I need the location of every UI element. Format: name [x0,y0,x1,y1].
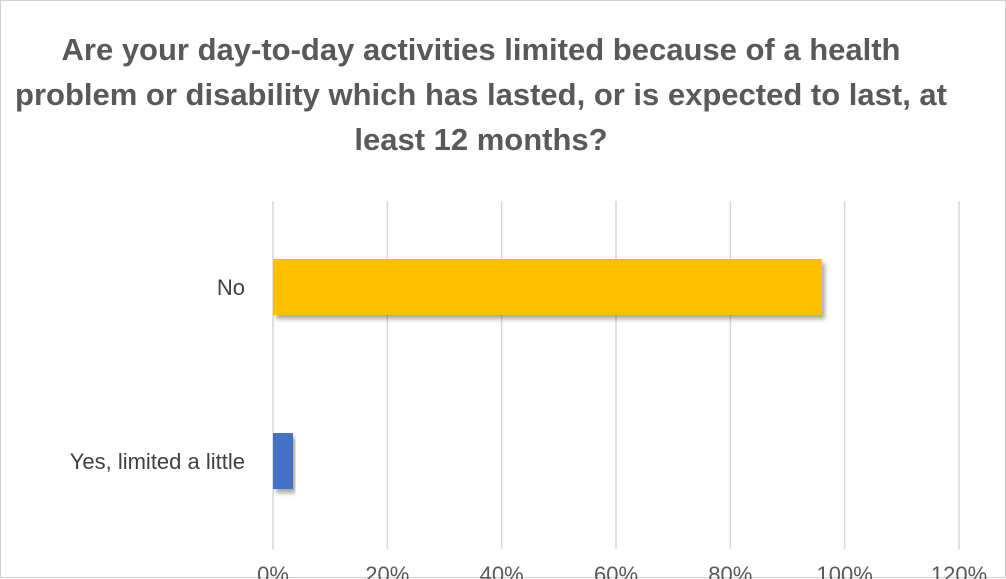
category-label: Yes, limited a little [70,449,245,474]
x-tick-label: 20% [365,562,409,579]
category-label: No [217,275,245,300]
bar [273,259,822,315]
x-tick-label: 40% [480,562,524,579]
x-tick-label: 100% [817,562,873,579]
x-tick-label: 120% [931,562,987,579]
bar [273,433,294,489]
x-tick-label: 60% [594,562,638,579]
chart-title: Are your day-to-day activities limited b… [15,32,947,157]
x-tick-label: 80% [708,562,752,579]
x-tick-label: 0% [257,562,289,579]
